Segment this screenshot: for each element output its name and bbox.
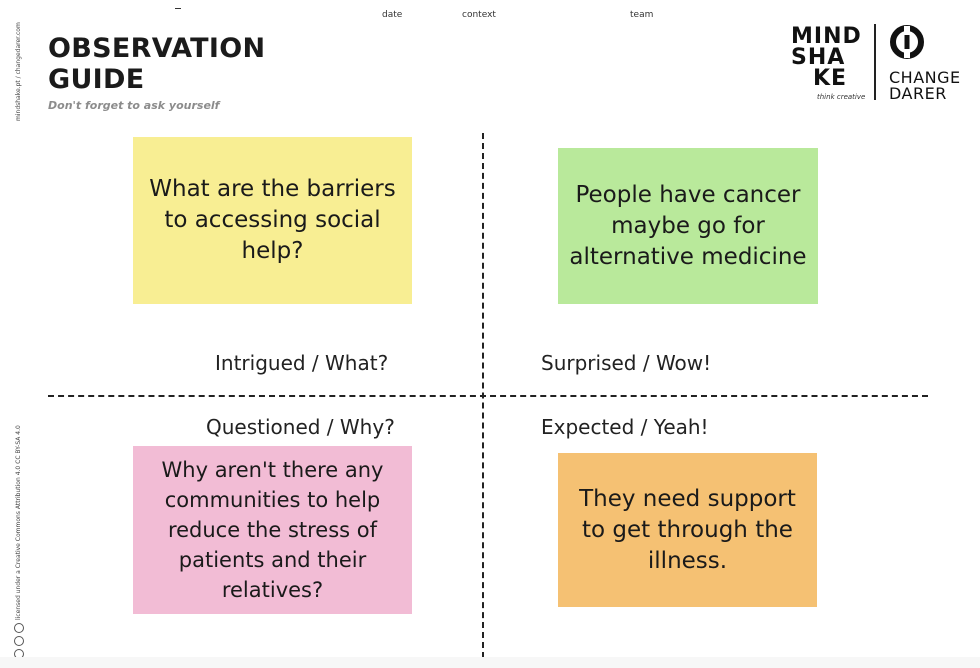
sticky-note-green[interactable]: People have cancer maybe go for alternat… bbox=[558, 148, 818, 304]
side-website: mindshake.pt / changedarer.com bbox=[15, 22, 22, 121]
context-label: context bbox=[462, 10, 496, 20]
label-intrigued: Intrigued / What? bbox=[215, 351, 389, 375]
team-label: team bbox=[630, 10, 654, 20]
label-questioned: Questioned / Why? bbox=[206, 415, 395, 439]
mindshake-logo: MIND SHA KE bbox=[791, 24, 862, 91]
bottom-strip bbox=[0, 657, 980, 668]
page-title: OBSERVATION GUIDE bbox=[48, 33, 265, 95]
changedarer-logo: CHANGE DARER bbox=[889, 70, 961, 102]
title-line-2: GUIDE bbox=[48, 64, 145, 95]
label-surprised: Surprised / Wow! bbox=[541, 351, 712, 375]
cc-icon bbox=[14, 623, 24, 633]
side-license: licensed under a Creative Commons Attrib… bbox=[15, 425, 22, 620]
changedarer-icon bbox=[889, 24, 925, 60]
mindshake-line-2: SHA bbox=[791, 45, 846, 70]
changedarer-line-1: CHANGE bbox=[889, 68, 961, 87]
sticky-note-yellow[interactable]: What are the barriers to accessing socia… bbox=[133, 137, 412, 304]
changedarer-line-2: DARER bbox=[889, 84, 947, 103]
date-label: date bbox=[382, 10, 403, 20]
sticky-note-orange[interactable]: They need support to get through the ill… bbox=[558, 453, 817, 607]
top-dash bbox=[175, 8, 181, 9]
horizontal-axis bbox=[48, 395, 928, 397]
mindshake-line-1: MIND bbox=[791, 24, 862, 49]
title-line-1: OBSERVATION bbox=[48, 33, 266, 64]
label-expected: Expected / Yeah! bbox=[541, 415, 709, 439]
license-icons bbox=[14, 623, 26, 659]
logo-divider bbox=[874, 24, 876, 100]
sticky-note-pink[interactable]: Why aren't there any communities to help… bbox=[133, 446, 412, 614]
by-icon bbox=[14, 636, 24, 646]
subtitle: Don't forget to ask yourself bbox=[48, 99, 220, 112]
mindshake-tagline: think creative bbox=[817, 93, 866, 101]
mindshake-line-3: KE bbox=[813, 66, 848, 91]
